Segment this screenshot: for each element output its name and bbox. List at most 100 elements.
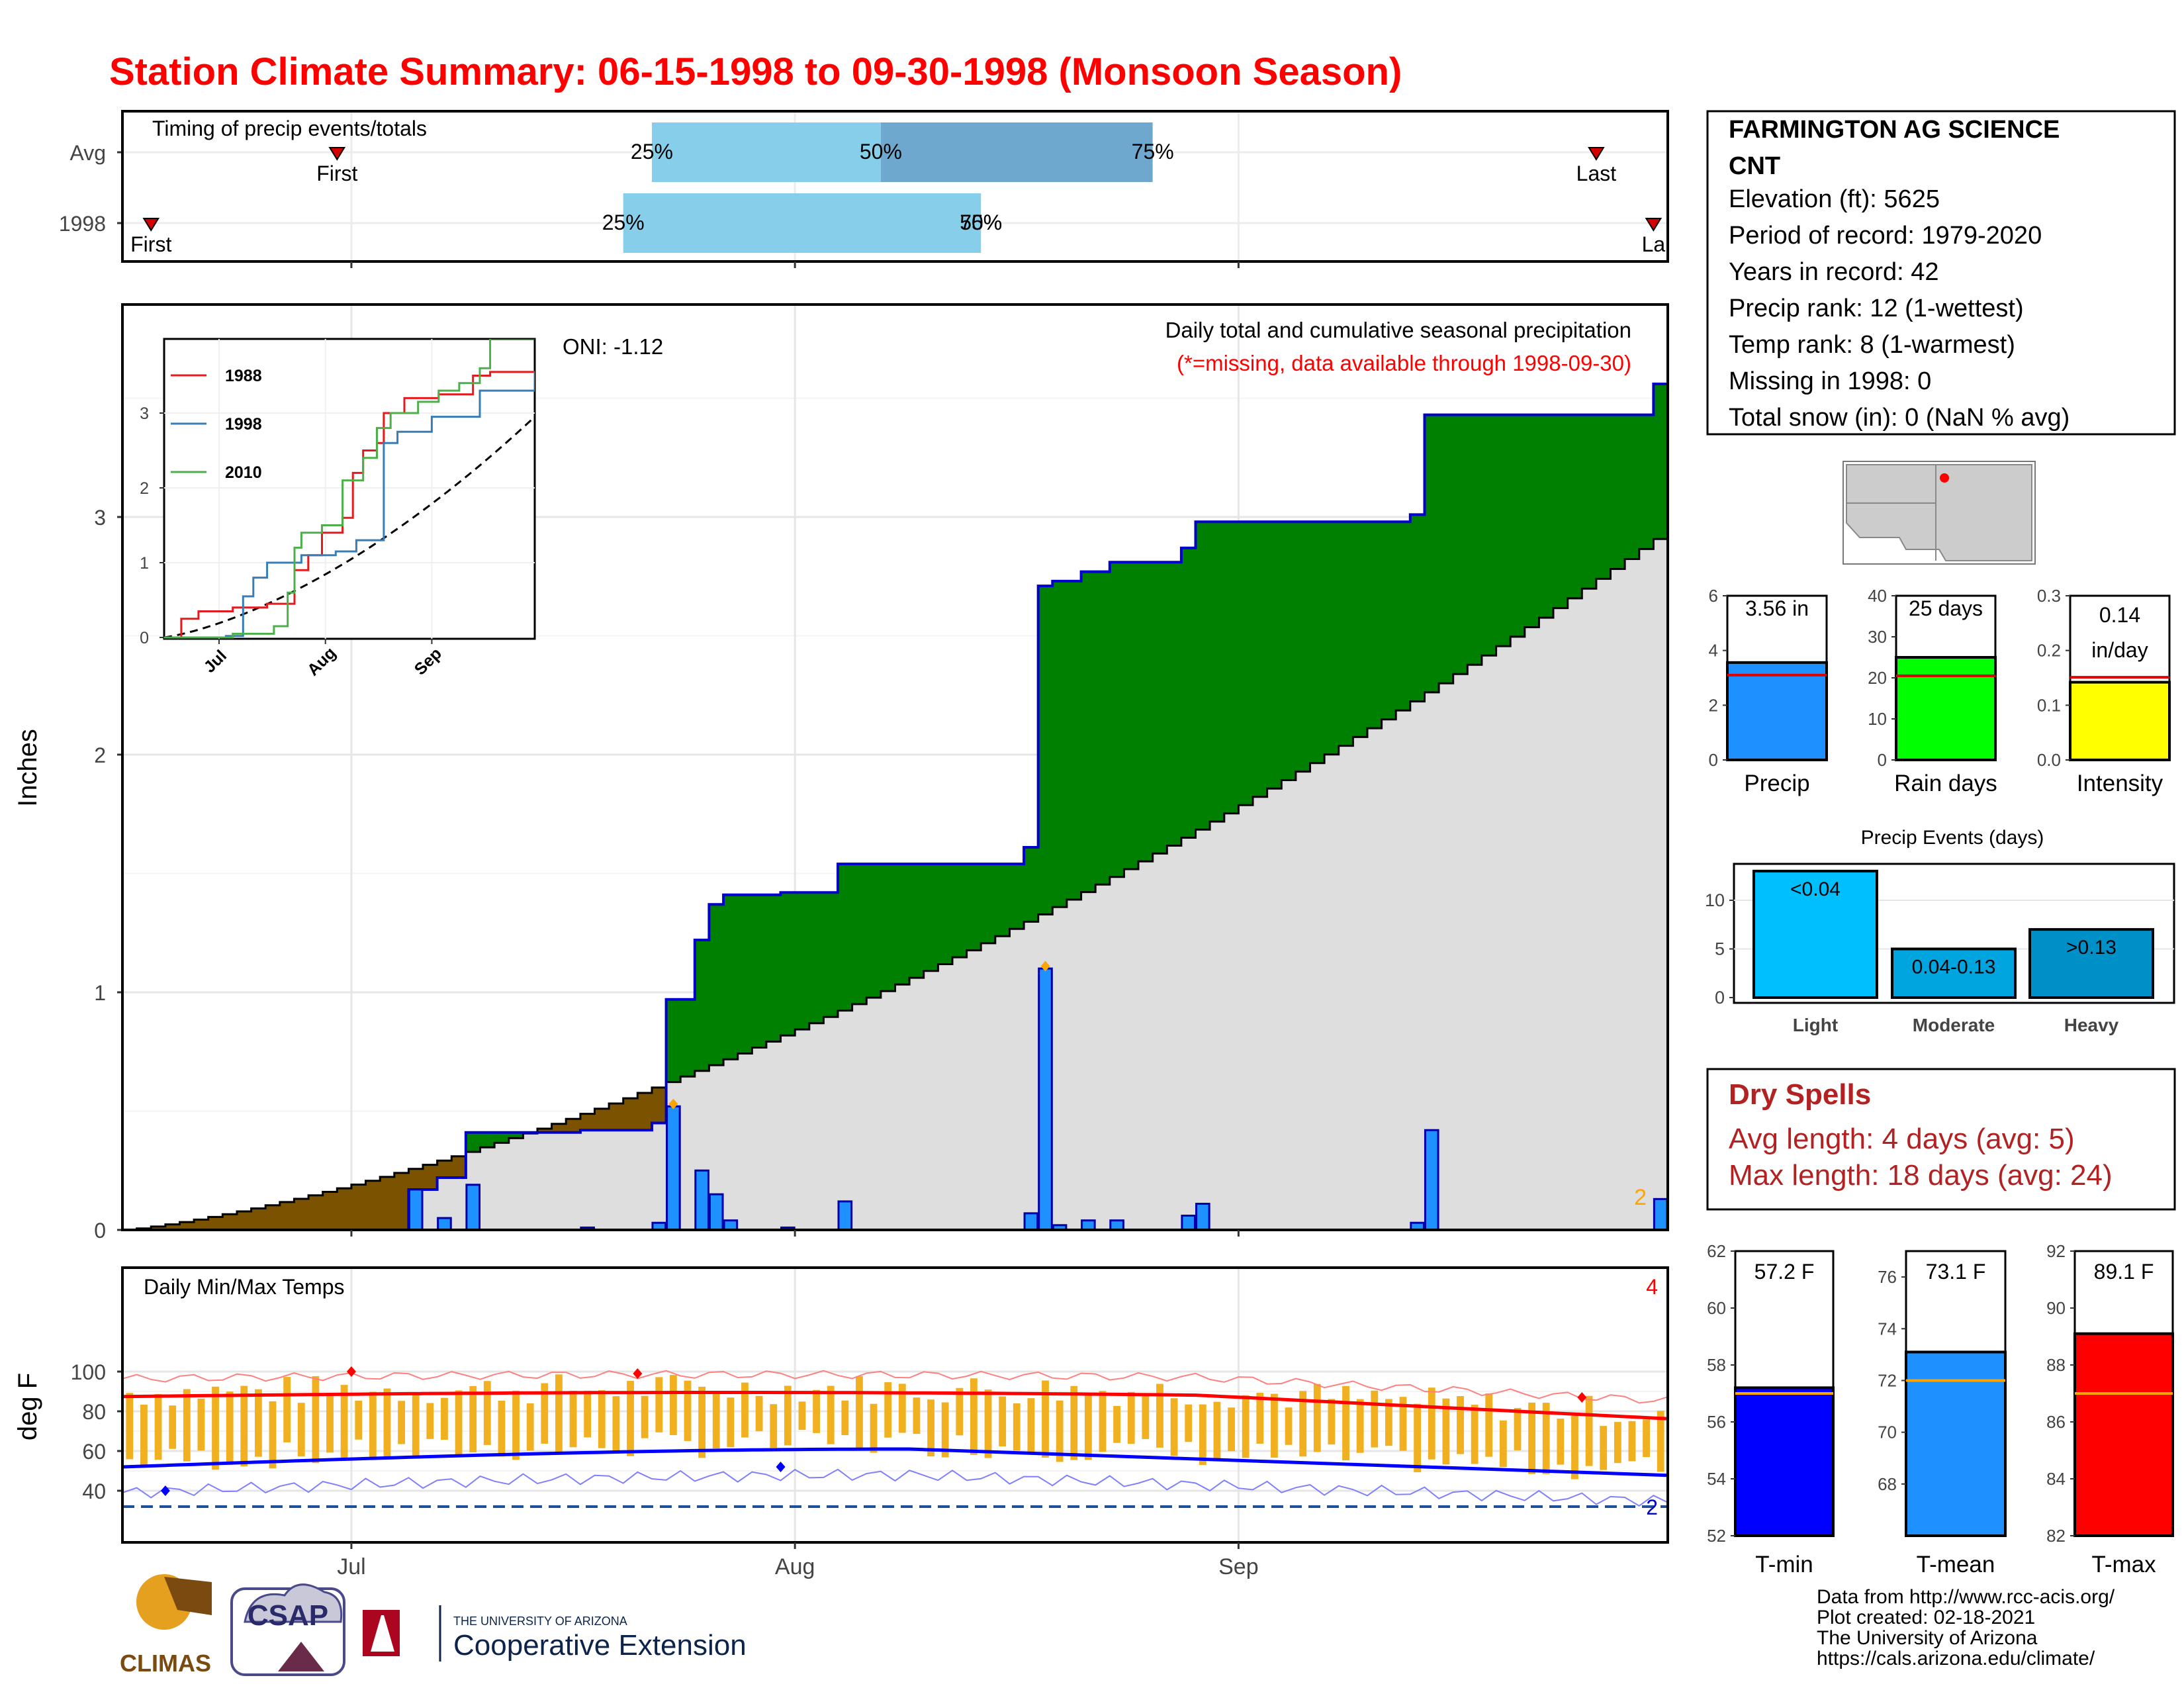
timing-p75-label: 75%	[960, 211, 1002, 234]
temp-summary-y-tick-label: 72	[1878, 1370, 1897, 1390]
daily-temp-bar	[1299, 1391, 1307, 1457]
below-average-fill	[408, 1168, 424, 1190]
daily-temp-bar	[426, 1403, 434, 1439]
temp-summary-y-tick-label: 76	[1878, 1267, 1897, 1287]
summary-unit-label: in/day	[2091, 638, 2148, 662]
first-event-marker	[328, 147, 346, 161]
summary-y-tick-label: 4	[1709, 641, 1718, 661]
daily-temp-bar	[1399, 1397, 1407, 1451]
above-average-fill	[1639, 414, 1654, 549]
above-average-fill	[1582, 414, 1597, 589]
above-average-fill	[1524, 414, 1540, 628]
daily-temp-bar	[326, 1393, 334, 1453]
daily-temp-bar	[669, 1375, 677, 1435]
y-tick-label: 2	[94, 743, 106, 767]
summary-value-label: 0.14	[2099, 603, 2140, 627]
inset-y-tick-label: 0	[140, 629, 149, 647]
below-average-fill	[194, 1219, 209, 1230]
above-average-fill	[680, 999, 696, 1077]
above-average-fill	[1553, 414, 1569, 608]
temp-summary-value-label: 73.1 F	[1926, 1260, 1986, 1284]
above-average-fill	[1267, 522, 1282, 789]
footer: Data from http://www.rcc-acis.org/Plot c…	[120, 1574, 2115, 1677]
daily-temp-bar	[1643, 1419, 1650, 1458]
precip-event-value-label: 0.04-0.13	[1912, 957, 1996, 978]
above-average-fill	[709, 904, 724, 1066]
above-average-fill	[1610, 414, 1625, 569]
daily-temp-bar	[1328, 1399, 1336, 1445]
dry-spells-max: Max length: 18 days (avg: 24)	[1729, 1159, 2113, 1192]
daily-temp-bar	[126, 1393, 134, 1460]
temp-summary-value-label: 89.1 F	[2094, 1260, 2154, 1284]
summary-y-tick-label: 6	[1709, 586, 1718, 606]
below-average-fill	[322, 1192, 338, 1230]
summary-y-tick-label: 30	[1868, 627, 1887, 647]
record-low-count: 2	[1646, 1495, 1658, 1519]
daily-precip-bar	[1023, 1212, 1039, 1231]
above-average-fill	[723, 894, 739, 1060]
below-average-fill	[208, 1217, 223, 1230]
daily-temp-bar	[612, 1396, 620, 1454]
temp-summary-y-tick-label: 88	[2046, 1355, 2066, 1375]
summary-value-label: 25 days	[1909, 596, 1983, 620]
above-average-fill	[966, 864, 981, 951]
timing-bar-25-50	[623, 193, 981, 253]
daily-temp-bar	[340, 1385, 348, 1460]
above-average-fill	[480, 1132, 495, 1148]
temp-y-tick-label: 100	[71, 1360, 106, 1384]
temp-summary-y-tick-label: 52	[1707, 1526, 1726, 1546]
daily-temp-bar	[898, 1383, 906, 1433]
right-sidebar: FARMINGTON AG SCIENCE CNT Elevation (ft): …	[1705, 110, 2176, 1577]
daily-temp-bar	[212, 1386, 219, 1470]
ua-logo-letter	[371, 1615, 394, 1652]
temp-summary-category-label: T-min	[1755, 1552, 1813, 1577]
summary-bar	[2069, 680, 2171, 761]
daily-temp-bar	[884, 1382, 892, 1438]
below-average-fill	[179, 1222, 195, 1230]
above-average-fill	[838, 864, 853, 1011]
station-info-line: Temp rank: 8 (1-warmest)	[1729, 331, 2015, 359]
inset-legend-label: 1998	[225, 415, 262, 434]
summary-y-tick-label: 0.2	[2037, 641, 2061, 661]
daily-temp-bar	[1514, 1407, 1522, 1450]
above-average-fill	[1095, 571, 1111, 885]
daily-temp-bar	[941, 1402, 949, 1458]
below-average-fill	[551, 1123, 567, 1133]
record-low-marker	[160, 1485, 170, 1496]
above-average-fill	[1625, 414, 1640, 559]
daily-temp-bar	[1600, 1426, 1608, 1470]
daily-temp-bar	[312, 1376, 320, 1464]
daily-temp-bar	[1256, 1392, 1264, 1444]
record-count-label: 2	[1634, 1185, 1647, 1210]
below-average-fill	[394, 1172, 410, 1230]
above-average-fill	[1381, 522, 1396, 720]
above-average-fill	[1066, 581, 1082, 900]
inset-legend-label: 2010	[225, 463, 262, 482]
above-average-fill	[1138, 562, 1154, 862]
daily-temp-bar	[970, 1378, 978, 1455]
x-tick-label: Jul	[337, 1554, 365, 1579]
summary-y-tick-label: 2	[1709, 695, 1718, 715]
station-info-line: Elevation (ft): 5625	[1729, 185, 1940, 213]
temp-summary-y-tick-label: 68	[1878, 1474, 1897, 1494]
summary-y-tick-label: 0	[1709, 750, 1718, 770]
daily-temp-bar	[441, 1397, 448, 1440]
page-title: Station Climate Summary: 06-15-1998 to 0…	[109, 50, 1402, 93]
above-average-fill	[1253, 522, 1268, 797]
daily-precip-bar	[1038, 967, 1053, 1231]
daily-temp-bar	[154, 1393, 162, 1460]
above-average-fill	[465, 1132, 481, 1152]
station-info-line: Total snow (in): 0 (NaN % avg)	[1729, 404, 2070, 432]
daily-temp-bar	[784, 1385, 792, 1446]
temp-summary-y-tick-label: 70	[1878, 1423, 1897, 1442]
daily-temp-bar	[1557, 1419, 1565, 1465]
temp-summary-category-label: T-max	[2091, 1552, 2156, 1577]
record-high-line	[122, 1370, 1668, 1404]
daily-temp-bar	[1285, 1407, 1293, 1445]
below-average-fill	[337, 1188, 352, 1230]
daily-temp-bar	[140, 1404, 148, 1468]
precip-event-value-label: <0.04	[1790, 878, 1841, 900]
record-low-line	[122, 1468, 1668, 1507]
daily-temp-bar	[598, 1390, 606, 1448]
daily-temp-bar	[369, 1391, 377, 1460]
